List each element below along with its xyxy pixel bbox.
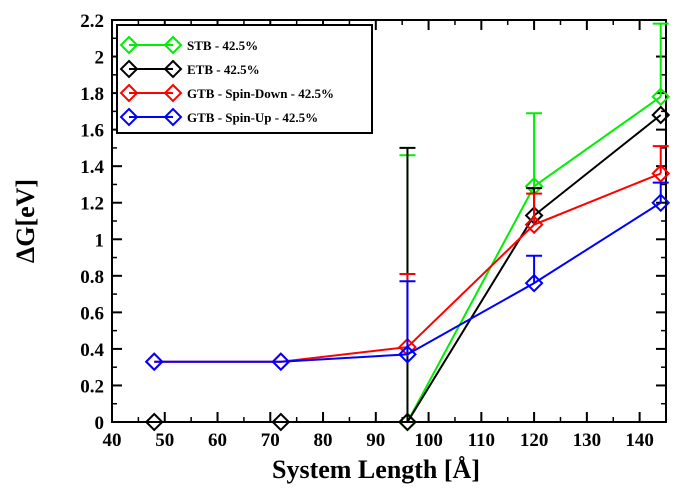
data-point [144,412,164,432]
y-tick-label: 2.2 [80,11,104,32]
y-tick-label: 0.6 [80,303,104,324]
x-tick-label: 50 [155,430,174,451]
x-tick-label: 110 [468,430,495,451]
legend-marker [163,59,183,79]
y-tick-label: 0.8 [80,267,104,288]
x-tick-label: 40 [103,430,122,451]
data-point [651,87,671,107]
data-point [398,412,417,432]
x-tick-label: 90 [366,430,385,451]
legend-marker [119,83,139,103]
y-tick-label: 0.4 [80,340,104,361]
legend: STB - 42.5% ETB - 42.5% GTB - Spin-Down - … [116,24,373,134]
data-point [651,193,671,213]
data-point [271,352,291,372]
x-tick-label: 60 [208,430,227,451]
data-point [524,215,544,235]
legend-label: GTB - Spin-Up - 42.5% [187,110,318,125]
legend-label: GTB - Spin-Down - 42.5% [187,86,334,101]
y-tick-label: 1.8 [80,84,104,105]
x-axis-title: System Length [Å] [272,455,480,484]
legend-marker [163,35,183,55]
x-tick-label: 120 [520,430,549,451]
legend-marker [163,107,183,127]
series-3 [144,181,671,372]
data-layer [144,22,671,432]
data-point [524,273,544,293]
data-point [398,344,417,364]
legend-label: STB - 42.5% [187,38,258,53]
legend-marker [119,35,139,55]
y-tick-label: 1.2 [80,194,104,215]
y-tick-label: 1.6 [80,121,104,142]
y-tick-label: 2 [95,48,105,69]
series-line [154,201,662,363]
legend-label: ETB - 42.5% [187,62,260,77]
data-point [651,105,671,125]
legend-marker [163,83,183,103]
data-point [271,412,291,432]
y-tick-label: 0 [95,413,105,434]
data-point [144,352,164,372]
y-tick-label: 0.2 [80,376,104,397]
x-tick-label: 80 [314,430,333,451]
x-tick-label: 130 [573,430,602,451]
y-tick-label: 1.4 [80,157,104,178]
series-line [406,95,662,423]
x-tick-label: 70 [261,430,280,451]
legend-box [116,24,373,134]
series-1 [144,105,671,432]
legend-marker [119,59,139,79]
x-tick-label: 140 [625,430,654,451]
legend-marker [119,107,139,127]
x-tick-label: 100 [414,430,443,451]
y-axis-title: ΔG[eV] [11,179,40,263]
y-tick-label: 1 [95,230,105,251]
data-point [651,164,671,183]
series-line [154,114,662,423]
